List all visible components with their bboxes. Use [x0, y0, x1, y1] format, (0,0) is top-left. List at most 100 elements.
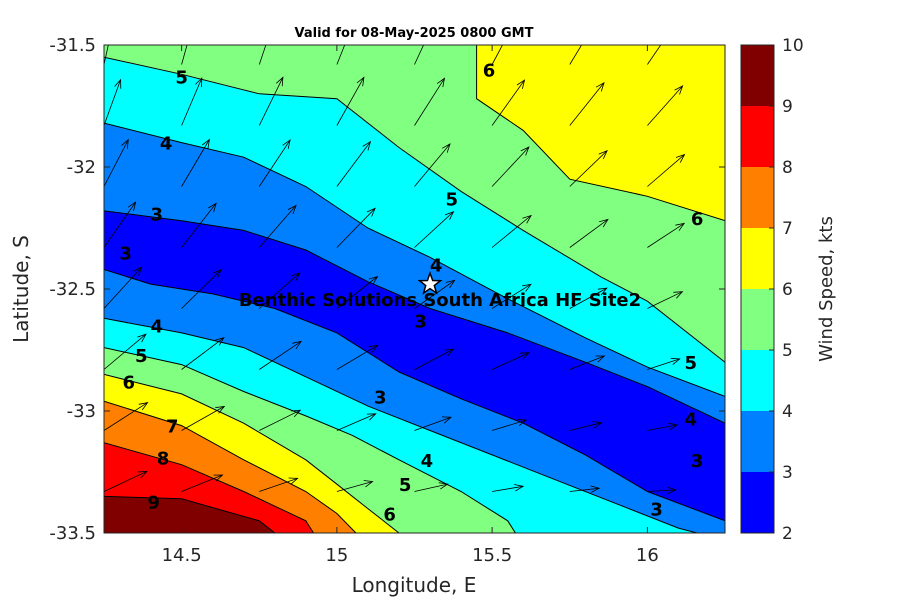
wind-vector-head-4 — [431, 15, 438, 24]
contour-label-8: 8 — [157, 448, 170, 469]
contour-label-18: 6 — [691, 209, 704, 230]
wind-vector-head-45 — [137, 333, 147, 343]
contour-line-5-5 — [104, 347, 517, 533]
y-tick-label-1: -32 — [67, 157, 96, 178]
y-tick-label-2: -32.5 — [49, 279, 96, 300]
wind-vector-head-23 — [520, 146, 530, 156]
wind-vector-head-69 — [590, 485, 601, 493]
contour-label-7: 7 — [166, 417, 179, 438]
wind-vector-68 — [492, 485, 524, 492]
wind-vector-head-63 — [137, 470, 148, 479]
wind-vector-head-61 — [668, 422, 679, 431]
wind-vector-9 — [104, 79, 121, 126]
wind-vector-28 — [181, 203, 217, 248]
wind-vector-head-1 — [189, 19, 195, 28]
wind-vector-33 — [569, 219, 609, 248]
colorbar-swatch-1 — [741, 411, 774, 472]
contour-label-14: 3 — [374, 387, 387, 408]
wind-vector-head-60 — [592, 421, 603, 429]
colorbar-swatch-2 — [741, 350, 774, 411]
y-tick-label-0: -31.5 — [49, 35, 96, 56]
wind-vector-head-37 — [212, 268, 222, 279]
wind-vector-55 — [181, 406, 225, 431]
wind-vector-head-41 — [522, 283, 532, 292]
wind-vector-head-46 — [215, 337, 225, 346]
wind-vector-head-38 — [291, 272, 301, 282]
wind-vector-head-25 — [675, 153, 686, 163]
wind-vector-0 — [104, 45, 109, 65]
contour-line-5-3 — [104, 56, 725, 363]
y-tick-label-4: -33.5 — [49, 523, 96, 544]
wind-vector-50 — [491, 352, 530, 370]
colorbar-swatch-5 — [741, 167, 774, 228]
wind-vector-head-30 — [366, 207, 376, 217]
wind-vector-20 — [258, 139, 291, 187]
wind-vector-41 — [491, 283, 532, 309]
wind-vector-12 — [336, 77, 365, 126]
wind-vector-49 — [414, 348, 454, 370]
contour-label-4: 4 — [151, 317, 164, 338]
wind-vector-head-24 — [598, 149, 608, 159]
colorbar-tick-label-6: 8 — [782, 158, 793, 178]
wind-vector-head-14 — [516, 79, 526, 89]
contour-lines — [104, 45, 725, 533]
wind-vector-head-11 — [276, 76, 284, 87]
wind-vector-head-36 — [133, 266, 143, 276]
wind-vector-head-48 — [368, 344, 379, 353]
wind-vector-head-32 — [522, 214, 532, 224]
wind-vector-67 — [414, 483, 448, 492]
wind-vector-head-39 — [368, 275, 379, 285]
colorbar: 2 3 4 5 6 7 8 9 10 — [740, 36, 804, 544]
wind-vector-head-13 — [436, 77, 446, 88]
wind-vector-34 — [647, 223, 685, 248]
colorbar-label: Wind Speed, kts — [816, 216, 837, 362]
wind-vector-10 — [181, 77, 203, 126]
contour-label-3: 3 — [119, 243, 132, 264]
wind-vector-head-8 — [750, 22, 758, 31]
wind-vector-61 — [647, 424, 678, 431]
wind-vector-head-20 — [282, 139, 291, 149]
colorbar-tick-label-8: 10 — [782, 36, 804, 56]
wind-vector-15 — [569, 82, 605, 126]
colorbar-tick-label-0: 2 — [782, 524, 793, 544]
wind-vector-29 — [258, 205, 297, 248]
wind-vector-head-15 — [595, 81, 605, 92]
wind-vector-60 — [569, 422, 602, 431]
wind-vector-11 — [258, 77, 284, 126]
colorbar-tick-label-3: 5 — [782, 341, 793, 361]
colorbar-swatch-6 — [741, 106, 774, 167]
colorbar-tick-label-1: 3 — [782, 463, 793, 483]
wind-vector-head-58 — [441, 416, 453, 424]
wind-vector-head-29 — [287, 204, 297, 215]
wind-vector-head-59 — [517, 419, 528, 427]
wind-vector-head-40 — [445, 279, 456, 289]
wind-vector-head-33 — [599, 218, 609, 228]
wind-vector-2 — [258, 45, 267, 65]
wind-vector-56 — [259, 409, 301, 431]
wind-vector-22 — [414, 143, 451, 187]
wind-vector-head-64 — [213, 474, 224, 482]
contour-line-4-2 — [104, 122, 725, 397]
wind-vector-head-50 — [519, 352, 530, 360]
colorbar-tick-label-7: 9 — [782, 97, 793, 117]
x-axis: 14.5 15 15.5 16 — [162, 45, 659, 566]
wind-vector-69 — [569, 487, 600, 492]
chart-title: Valid for 08-May-2025 0800 GMT — [295, 26, 534, 41]
contour-label-0: 5 — [175, 68, 188, 89]
wind-vector-45 — [104, 333, 147, 370]
band-level-6-north — [476, 45, 725, 221]
wind-vector-6 — [569, 45, 583, 65]
wind-vector-head-42 — [597, 287, 608, 296]
contour-label-16: 5 — [399, 475, 412, 496]
wind-vector-head-55 — [215, 405, 226, 414]
wind-vector-head-2 — [270, 17, 276, 26]
contour-label-15: 4 — [421, 451, 434, 472]
wind-vector-58 — [414, 416, 452, 431]
wind-vector-head-18 — [121, 138, 129, 149]
wind-vector-51 — [569, 355, 605, 370]
wind-vector-59 — [491, 419, 527, 431]
wind-vector-52 — [647, 358, 680, 370]
wind-vector-head-28 — [208, 202, 217, 213]
